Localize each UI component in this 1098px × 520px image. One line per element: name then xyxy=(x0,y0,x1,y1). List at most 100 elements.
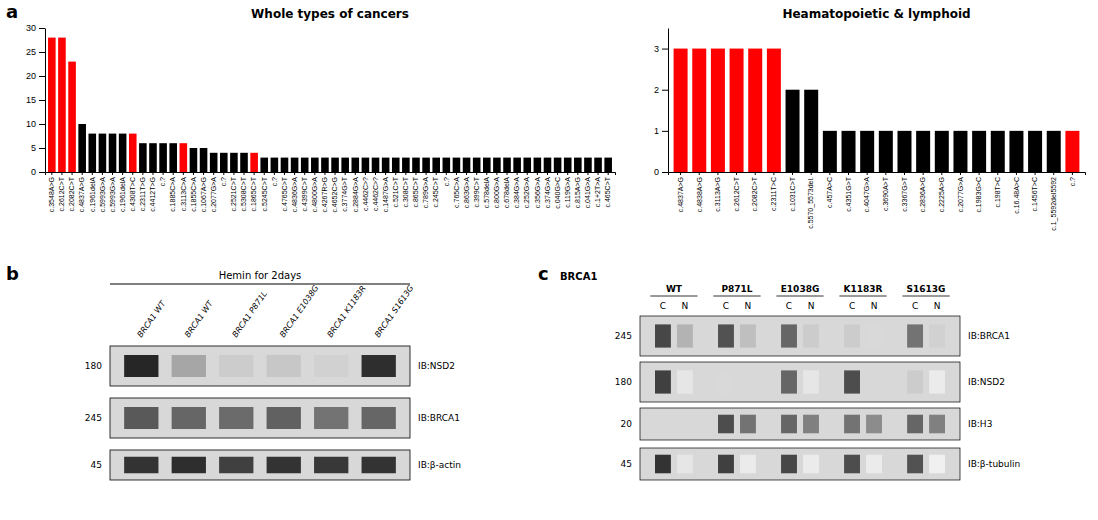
tick-mark xyxy=(335,172,336,175)
bar xyxy=(953,131,967,172)
tick-label: c.? xyxy=(443,177,450,186)
bar xyxy=(534,158,542,172)
tick: c.2077G>A xyxy=(957,172,964,212)
blot-panel: cBRCA1WTCNP871LCNE1038GCNK1183RCNS1613GC… xyxy=(538,263,1020,480)
tick-label: c.4838A>G xyxy=(695,177,702,212)
band xyxy=(907,415,923,434)
tick-label: c.2225A>G xyxy=(938,177,945,212)
tick: c.865C>T xyxy=(412,172,419,208)
band xyxy=(267,407,301,429)
tick-label: c.4765C>T xyxy=(281,176,288,211)
bar xyxy=(935,131,949,172)
tick: c.1885C>A xyxy=(169,172,176,212)
blot-box xyxy=(640,316,960,356)
band xyxy=(124,457,158,474)
tick-mark xyxy=(274,172,275,175)
band xyxy=(362,407,396,429)
tick-mark xyxy=(557,172,558,175)
tick-mark xyxy=(527,172,528,175)
band xyxy=(267,355,301,377)
tick-label: c.356G>A xyxy=(534,177,541,209)
tick: c.4837A>G xyxy=(677,172,684,212)
tick: c.198T>C xyxy=(994,172,1001,208)
tick-label: c.5308C>T xyxy=(240,176,247,211)
tick: c.815A>G xyxy=(574,172,581,208)
tick: c.4412T>G xyxy=(149,172,156,212)
tick-mark xyxy=(466,172,467,175)
band xyxy=(929,415,945,434)
bar-chart: c.3548A>Gc.2612C>Tc.2082C>Tc.4837A>Gc.19… xyxy=(26,7,616,213)
bar xyxy=(139,143,147,172)
tick: c.2884G>A xyxy=(352,172,359,212)
tick-label: c.865C>T xyxy=(412,176,419,207)
band-label: IB:BRCA1 xyxy=(968,331,1010,341)
band-label: IB:NSD2 xyxy=(968,377,1005,387)
bar xyxy=(321,158,329,172)
band xyxy=(740,455,756,474)
band xyxy=(677,370,693,393)
bar xyxy=(523,158,531,172)
blot-box xyxy=(640,448,960,480)
tick-label: c.308C>T xyxy=(402,176,409,207)
band xyxy=(362,457,396,474)
blot-box xyxy=(640,408,960,440)
tick-mark xyxy=(39,172,45,173)
bar xyxy=(341,158,349,172)
tick-label: c.4267R>G xyxy=(321,177,328,213)
tick-mark xyxy=(365,172,366,175)
tick: c.041G>A xyxy=(584,172,591,208)
tick-mark xyxy=(680,172,681,175)
tick: c.863G>A xyxy=(463,172,470,208)
tick-mark xyxy=(507,172,508,175)
tick-label: 10 xyxy=(26,119,36,129)
bar xyxy=(250,153,258,172)
tick-label: c.3774G>T xyxy=(341,176,348,212)
group-underline xyxy=(776,296,823,297)
band xyxy=(124,355,158,377)
band xyxy=(781,370,797,393)
tick: c.2612C>T xyxy=(58,172,65,211)
band xyxy=(929,370,945,393)
tick-mark xyxy=(193,172,194,175)
bar xyxy=(169,143,177,172)
tick-label: c.789G>A xyxy=(422,177,429,209)
tick: c.2077G>A xyxy=(210,172,217,212)
bar xyxy=(1047,131,1061,172)
tick: c.4836G>A xyxy=(291,172,298,212)
tick: c.? xyxy=(443,172,450,186)
bar xyxy=(1028,131,1042,172)
tick: c.245C>T xyxy=(432,172,439,208)
band xyxy=(718,455,734,474)
chart-title: BRCA1 xyxy=(560,271,597,282)
tick: c.1+2T>A xyxy=(594,172,601,207)
tick-mark xyxy=(885,172,886,175)
tick-label: c.2311T>G xyxy=(139,177,146,211)
bar xyxy=(58,38,66,172)
tick-label: c.? xyxy=(271,177,278,186)
bar xyxy=(382,158,390,172)
tick-mark xyxy=(829,172,830,175)
tick: c.2521C>T xyxy=(230,172,237,211)
tick: c.3774G>T xyxy=(341,172,348,212)
bar xyxy=(604,158,612,172)
tick-label: c.3367G>T xyxy=(901,176,908,212)
tick: c.4351G>T xyxy=(845,172,852,212)
tick-mark xyxy=(395,172,396,175)
tick: c.4838A>G xyxy=(695,172,702,212)
fraction-label: C xyxy=(660,301,666,311)
tick-label: c.521C>T xyxy=(392,176,399,207)
group-label: P871L xyxy=(721,284,752,294)
tick-mark xyxy=(1035,172,1036,175)
bar xyxy=(748,49,762,172)
tick-mark xyxy=(662,49,668,50)
tick-label: c.1456T>C xyxy=(1031,177,1038,211)
tick: c.? xyxy=(271,172,278,186)
group-underline xyxy=(650,296,697,297)
band xyxy=(844,415,860,434)
band-label: IB:β-tubulin xyxy=(968,459,1020,469)
ladder-label: 180 xyxy=(615,377,632,387)
tick: 30 xyxy=(26,23,45,33)
tick: c.4837A>G xyxy=(78,172,85,212)
band xyxy=(655,370,671,393)
tick-mark xyxy=(385,172,386,175)
